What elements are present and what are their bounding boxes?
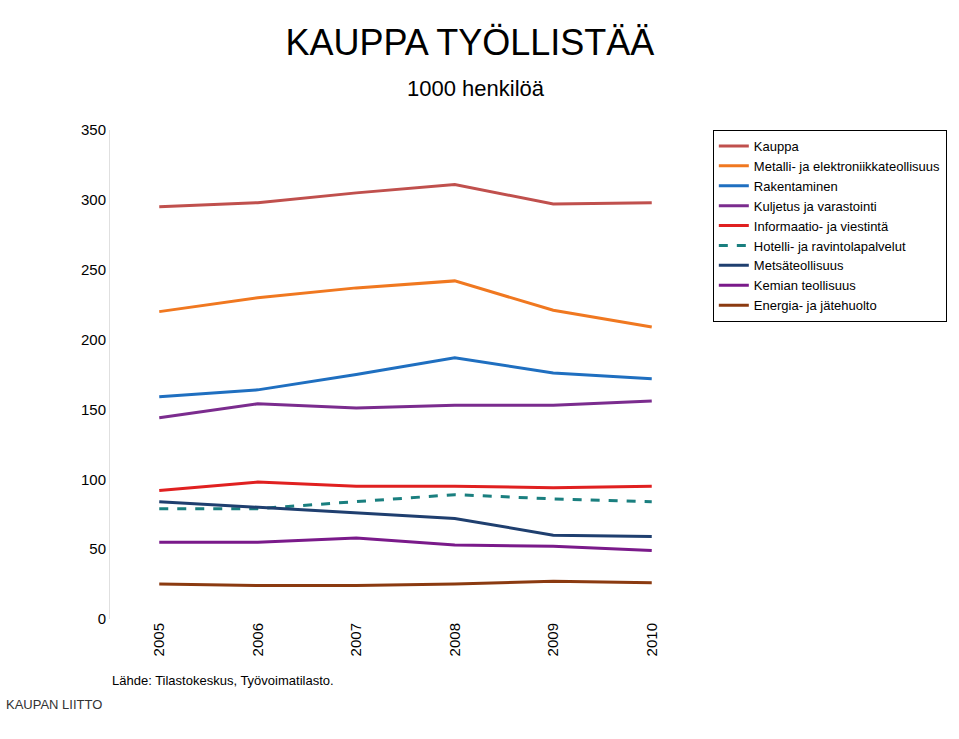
svg-text:Energia- ja jätehuolto: Energia- ja jätehuolto <box>754 298 877 313</box>
svg-text:Lähde: Tilastokeskus, Työvoima: Lähde: Tilastokeskus, Työvoimatilasto. <box>112 673 334 688</box>
svg-text:Rakentaminen: Rakentaminen <box>754 179 838 194</box>
svg-text:KAUPPA TYÖLLISTÄÄ: KAUPPA TYÖLLISTÄÄ <box>285 22 654 63</box>
svg-text:Kemian teollisuus: Kemian teollisuus <box>754 278 856 293</box>
svg-text:200: 200 <box>81 331 106 348</box>
svg-text:2008: 2008 <box>446 623 463 656</box>
svg-text:Hotelli- ja ravintolapalvelut: Hotelli- ja ravintolapalvelut <box>754 239 906 254</box>
svg-text:150: 150 <box>81 401 106 418</box>
svg-text:Metsäteollisuus: Metsäteollisuus <box>754 258 844 273</box>
svg-text:Metalli- ja elektroniikkateoll: Metalli- ja elektroniikkateollisuus <box>754 159 940 174</box>
svg-text:1000 henkilöä: 1000 henkilöä <box>407 76 545 101</box>
svg-text:2009: 2009 <box>544 623 561 656</box>
svg-text:300: 300 <box>81 191 106 208</box>
svg-text:350: 350 <box>81 121 106 138</box>
svg-text:KAUPAN LIITTO: KAUPAN LIITTO <box>6 697 102 712</box>
svg-text:Kuljetus ja varastointi: Kuljetus ja varastointi <box>754 199 877 214</box>
svg-text:250: 250 <box>81 261 106 278</box>
svg-text:0: 0 <box>98 610 106 627</box>
svg-text:2006: 2006 <box>249 623 266 656</box>
svg-text:2010: 2010 <box>643 623 660 656</box>
svg-text:2005: 2005 <box>150 623 167 656</box>
svg-text:Kauppa: Kauppa <box>754 139 800 154</box>
svg-text:Informaatio- ja viestintä: Informaatio- ja viestintä <box>754 219 889 234</box>
svg-text:100: 100 <box>81 471 106 488</box>
svg-text:2007: 2007 <box>347 623 364 656</box>
svg-text:50: 50 <box>89 540 106 557</box>
